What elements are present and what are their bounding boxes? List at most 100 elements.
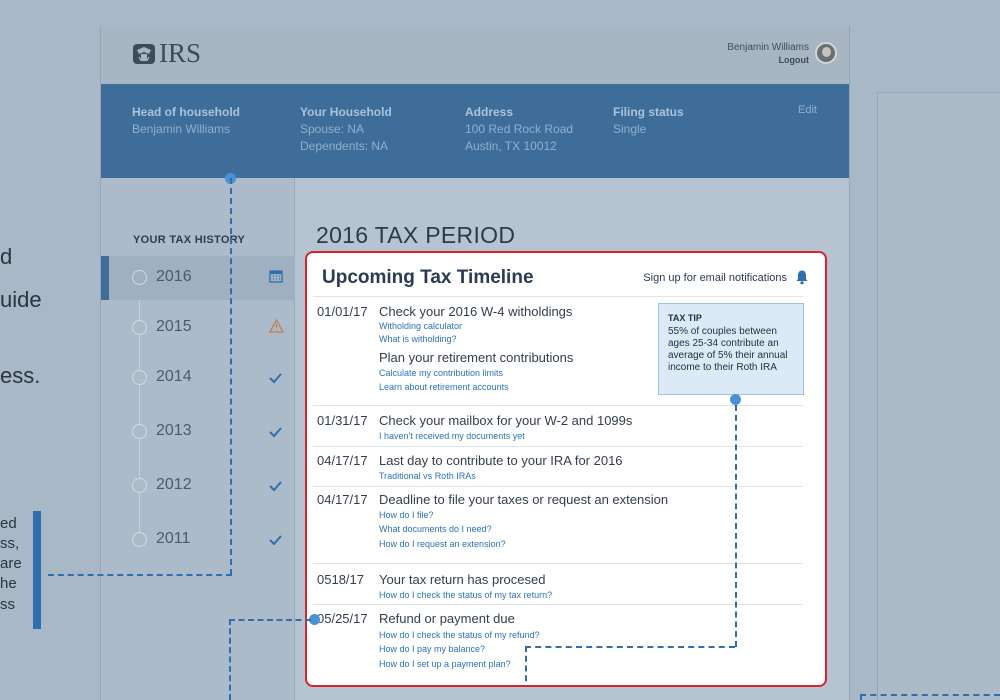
timeline-link[interactable]: Witholding calculator xyxy=(379,321,463,331)
timeline-item-text: Your tax return has procesed xyxy=(379,572,546,587)
timeline-link[interactable]: How do I check the status of my tax retu… xyxy=(379,590,553,600)
check-icon xyxy=(269,535,282,546)
irs-logo[interactable]: IRS xyxy=(131,38,201,69)
sidebar-item-2011[interactable]: 2011 xyxy=(101,518,295,562)
sidebar-item-2015[interactable]: 2015 xyxy=(101,306,295,350)
eagle-icon xyxy=(133,43,155,64)
year-dot xyxy=(132,424,147,439)
year-label: 2014 xyxy=(156,368,192,385)
connector-dot xyxy=(730,394,741,405)
address: Address 100 Red Rock Road Austin, TX 100… xyxy=(465,104,573,154)
spouse-value: Spouse: NA xyxy=(300,121,365,136)
timeline-date: 04/17/17 xyxy=(317,453,368,468)
divider xyxy=(313,296,803,297)
timeline-item-text: Deadline to file your taxes or request a… xyxy=(379,492,669,507)
divider xyxy=(313,405,803,406)
timeline-item-text: Last day to contribute to your IRA for 2… xyxy=(379,453,623,468)
year-dot xyxy=(132,370,147,385)
filing-status: Filing status Single xyxy=(613,104,684,138)
timeline-item-text: Check your 2016 W-4 witholdings xyxy=(379,304,573,319)
edge-text-line: he xyxy=(0,575,17,592)
year-dot xyxy=(132,320,147,335)
timeline-link[interactable]: How do I pay my balance? xyxy=(379,644,486,654)
filing-label: Filing status xyxy=(613,105,684,119)
dashed-connector xyxy=(860,694,862,700)
edge-text-line: d xyxy=(0,244,13,269)
dashed-connector xyxy=(860,694,1000,696)
year-label: 2015 xyxy=(156,318,192,335)
timeline-item-text: Check your mailbox for your W-2 and 1099… xyxy=(379,413,633,428)
user-menu[interactable]: Benjamin Williams Logout xyxy=(727,42,809,66)
right-panel xyxy=(877,92,1000,700)
timeline-link[interactable]: What documents do I need? xyxy=(379,524,492,534)
dashed-connector xyxy=(525,646,735,648)
timeline-link[interactable]: How do I check the status of my refund? xyxy=(379,630,540,640)
logo-text: IRS xyxy=(159,38,202,68)
divider xyxy=(313,446,803,447)
timeline-link[interactable]: How do I request an extension? xyxy=(379,539,506,549)
timeline-item-text: Plan your retirement contributions xyxy=(379,350,574,365)
check-icon xyxy=(269,427,282,438)
address-line1: 100 Red Rock Road xyxy=(465,121,574,136)
logout-link[interactable]: Logout xyxy=(778,54,810,65)
callout-accent-bar xyxy=(33,511,41,629)
sidebar-item-2014[interactable]: 2014 xyxy=(101,356,295,400)
address-label: Address xyxy=(465,105,514,119)
bell-icon[interactable] xyxy=(794,269,810,285)
head-of-household: Head of household Benjamin Williams xyxy=(132,104,240,138)
dashed-connector xyxy=(229,619,311,621)
timeline-link[interactable]: Learn about retirement accounts xyxy=(379,382,509,392)
year-dot xyxy=(132,270,147,285)
warning-icon xyxy=(269,319,284,333)
divider xyxy=(313,604,803,605)
filing-value: Single xyxy=(613,121,647,136)
year-dot xyxy=(132,478,147,493)
tax-tip-body: 55% of couples between ages 25-34 contri… xyxy=(668,326,788,373)
year-label: 2011 xyxy=(156,530,191,547)
timeline-link[interactable]: How do I set up a payment plan? xyxy=(379,659,511,669)
timeline-date: 01/31/17 xyxy=(317,413,368,428)
address-line2: Austin, TX 10012 xyxy=(465,138,557,153)
divider xyxy=(313,486,803,487)
dashed-connector xyxy=(229,619,231,700)
page-title: 2016 TAX PERIOD xyxy=(316,222,516,248)
sidebar-item-2016[interactable]: 2016 xyxy=(101,256,295,300)
your-household: Your Household Spouse: NA Dependents: NA xyxy=(300,104,392,154)
timeline-link[interactable]: What is witholding? xyxy=(379,334,457,344)
timeline-link[interactable]: I haven't received my documents yet xyxy=(379,431,525,441)
timeline-link[interactable]: Calculate my contribution limits xyxy=(379,368,504,378)
sidebar-item-2013[interactable]: 2013 xyxy=(101,410,295,454)
check-icon xyxy=(269,373,282,384)
edge-text-line: ed xyxy=(0,515,17,532)
edge-text-line: ss xyxy=(0,596,15,613)
timeline-line xyxy=(139,278,140,542)
timeline-title: Upcoming Tax Timeline xyxy=(322,267,534,288)
tax-tip-box: TAX TIP 55% of couples between ages 25-3… xyxy=(658,303,804,395)
avatar[interactable] xyxy=(815,42,837,64)
timeline-link[interactable]: How do I file? xyxy=(379,510,434,520)
timeline-date: 0518/17 xyxy=(317,572,364,587)
year-label: 2012 xyxy=(156,476,192,493)
edit-household-link[interactable]: Edit xyxy=(798,104,817,116)
tax-history-sidebar: YOUR TAX HISTORY 2016 2015 2014 xyxy=(101,178,295,700)
timeline-link[interactable]: Traditional vs Roth IRAs xyxy=(379,471,476,481)
timeline-date: 04/17/17 xyxy=(317,492,368,507)
timeline-item-text: Refund or payment due xyxy=(379,611,515,626)
year-dot xyxy=(132,532,147,547)
head-value: Benjamin Williams xyxy=(132,121,231,136)
timeline-date: 05/25/17 xyxy=(317,611,368,626)
calendar-icon xyxy=(269,270,283,283)
edge-text-line: ess. xyxy=(0,363,41,388)
dashed-connector xyxy=(230,178,232,575)
dashed-connector xyxy=(48,574,232,576)
household-banner: Head of household Benjamin Williams Your… xyxy=(101,84,849,178)
timeline-date: 01/01/17 xyxy=(317,304,368,319)
dashed-connector xyxy=(525,646,527,685)
edge-text-line: are xyxy=(0,555,22,572)
dashed-connector xyxy=(735,405,737,647)
connector-dot xyxy=(309,614,320,625)
divider xyxy=(313,563,803,564)
user-name: Benjamin Williams xyxy=(727,42,809,53)
sidebar-item-2012[interactable]: 2012 xyxy=(101,464,295,508)
email-notifications-link[interactable]: Sign up for email notifications xyxy=(643,272,787,284)
